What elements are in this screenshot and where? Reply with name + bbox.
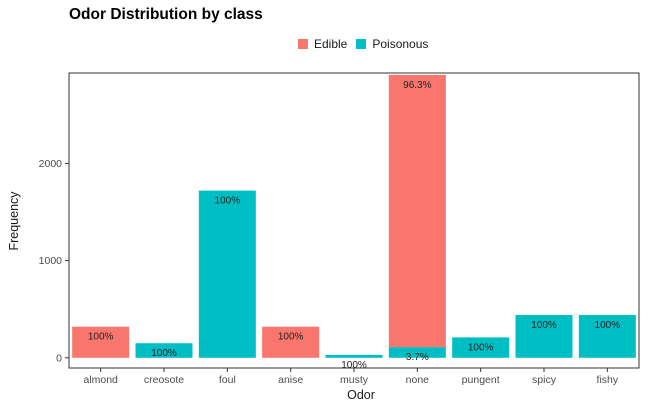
chart-title: Odor Distribution by class xyxy=(69,6,263,23)
y-tick-label-1000: 1000 xyxy=(39,255,63,267)
bar-pungent-poisonous xyxy=(452,337,510,358)
data-label-none-poisonous: 3.7% xyxy=(406,352,429,363)
data-label-fishy-poisonous: 100% xyxy=(595,320,621,331)
bar-fishy-poisonous xyxy=(578,315,636,358)
data-label-pungent-poisonous: 100% xyxy=(468,342,494,353)
bars-group: 100% 100% 100% 100% 100% 3.7% 96.3% 100% 100% 100… xyxy=(72,74,636,371)
data-label-almond-edible: 100% xyxy=(88,332,114,343)
data-label-musty-poisonous: 100% xyxy=(341,360,367,371)
data-label-creosote-poisonous: 100% xyxy=(151,348,177,359)
legend-label-poisonous: Poisonous xyxy=(372,37,429,51)
legend-key-edible xyxy=(298,39,308,49)
y-tick-label-2000: 2000 xyxy=(39,158,63,170)
data-label-none-edible: 96.3% xyxy=(403,80,431,91)
bar-spicy-poisonous xyxy=(515,315,573,358)
legend-item-poisonous: Poisonous xyxy=(356,37,428,51)
y-tick-label-0: 0 xyxy=(56,352,62,364)
x-tick-label-spicy: spicy xyxy=(532,374,557,386)
y-axis: 0 1000 2000 xyxy=(39,158,69,364)
legend-key-poisonous xyxy=(356,39,367,49)
x-tick-label-foul: foul xyxy=(219,374,236,386)
x-tick-label-almond: almond xyxy=(83,374,118,386)
bar-almond-edible xyxy=(72,326,130,358)
x-tick-label-pungent: pungent xyxy=(462,374,500,386)
x-tick-label-none: none xyxy=(406,374,430,386)
x-tick-label-musty: musty xyxy=(340,374,369,386)
data-label-foul-poisonous: 100% xyxy=(215,196,241,207)
legend: Edible Poisonous xyxy=(298,37,437,51)
bar-none-edible xyxy=(388,74,446,348)
x-tick-label-fishy: fishy xyxy=(597,374,619,386)
data-label-spicy-poisonous: 100% xyxy=(531,320,557,331)
bar-none-poisonous xyxy=(388,347,446,358)
bar-foul-poisonous xyxy=(198,190,256,358)
legend-item-edible: Edible xyxy=(298,37,347,51)
legend-label-edible: Edible xyxy=(314,37,348,51)
y-axis-title: Frequency xyxy=(7,191,21,251)
bar-musty-poisonous xyxy=(325,354,383,358)
x-tick-label-anise: anise xyxy=(278,374,303,386)
x-axis: almond creosote foul anise musty none pungent s… xyxy=(83,368,619,386)
x-axis-title: Odor xyxy=(347,388,375,402)
x-tick-label-creosote: creosote xyxy=(144,374,184,386)
data-label-anise-edible: 100% xyxy=(278,332,304,343)
bar-anise-edible xyxy=(262,326,320,358)
bar-creosote-poisonous xyxy=(135,343,193,358)
